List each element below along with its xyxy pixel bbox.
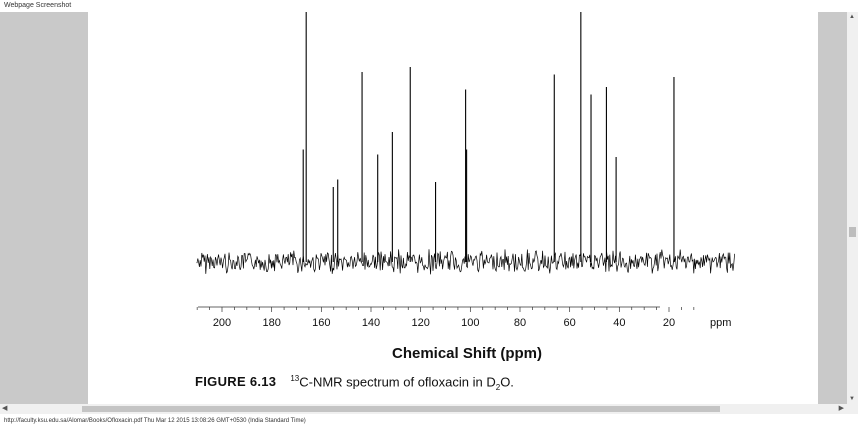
x-tick-label: 20 — [663, 317, 675, 329]
caption-subscript: 2 — [495, 382, 501, 392]
isotope-superscript: 13 — [290, 374, 300, 383]
vertical-scrollbar[interactable]: ▲ ▼ — [847, 12, 858, 404]
scroll-left-icon[interactable]: ◀ — [2, 405, 8, 412]
x-tick-label: 80 — [514, 317, 526, 329]
x-tick-label: 100 — [461, 317, 479, 329]
x-unit-label: ppm — [710, 317, 731, 329]
caption-text-end: O. — [500, 374, 514, 390]
figure-caption: FIGURE 6.13 13C-NMR spectrum of ofloxacin… — [195, 374, 514, 392]
pdf-page — [88, 12, 818, 404]
x-tick-label: 180 — [262, 317, 280, 329]
scroll-up-icon[interactable]: ▲ — [849, 14, 855, 20]
figure-label: FIGURE 6.13 — [195, 374, 277, 390]
horizontal-scroll-thumb[interactable] — [82, 406, 720, 412]
x-tick-label: 40 — [613, 317, 625, 329]
window-title: Webpage Screenshot — [4, 2, 72, 9]
x-tick-label: 200 — [213, 317, 231, 329]
nmr-spectrum: 200 180 160 140 120 100 80 60 40 20 ppm — [196, 12, 735, 329]
vertical-scroll-thumb[interactable] — [849, 227, 856, 237]
x-tick-label: 120 — [411, 317, 429, 329]
status-url-line: http://faculty.ksu.edu.sa/Alomar/Books/O… — [4, 418, 306, 424]
document-viewer[interactable] — [0, 12, 847, 404]
horizontal-scrollbar[interactable]: ◀ ▶ — [0, 404, 858, 414]
scroll-down-icon[interactable]: ▼ — [849, 396, 855, 402]
x-tick-label: 60 — [564, 317, 576, 329]
caption-text: C-NMR spectrum of ofloxacin in D — [299, 374, 496, 390]
scroll-right-icon[interactable]: ▶ — [838, 405, 844, 412]
x-tick-label: 140 — [362, 317, 380, 329]
baseline-noise — [196, 249, 735, 275]
x-tick-label: 160 — [312, 317, 330, 329]
x-axis-title: Chemical Shift (ppm) — [392, 345, 543, 362]
